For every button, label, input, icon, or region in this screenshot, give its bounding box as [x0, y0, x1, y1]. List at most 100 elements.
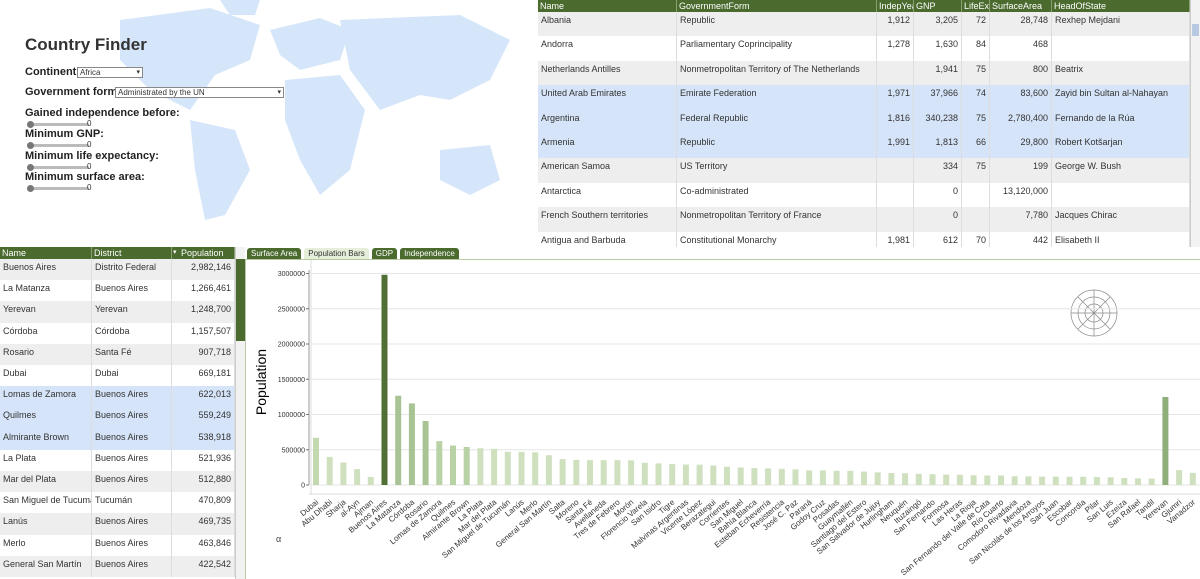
- table-row[interactable]: General San Martín Buenos Aires 422,542: [0, 555, 235, 577]
- continent-select[interactable]: Africa ▾: [77, 67, 143, 78]
- table-cell: Yerevan: [0, 301, 92, 323]
- y-axis-label: Population: [253, 349, 269, 415]
- world-map: [120, 0, 510, 220]
- table-row[interactable]: Dubai Dubai 669,181: [0, 365, 235, 387]
- bar: [545, 455, 552, 485]
- table-row[interactable]: Quilmes Buenos Aires 559,249: [0, 407, 235, 429]
- column-header[interactable]: LifeExp: [962, 0, 990, 12]
- slider-knob[interactable]: [27, 142, 34, 150]
- column-header[interactable]: GNP: [914, 0, 962, 12]
- slider-knob[interactable]: [27, 163, 34, 171]
- bar: [1148, 478, 1155, 485]
- slider-track[interactable]: [27, 165, 89, 169]
- bar: [587, 460, 593, 485]
- table-row[interactable]: Argentina Federal Republic 1,816 340,238 75 2…: [538, 109, 1190, 134]
- table-row[interactable]: La Plata Buenos Aires 521,936: [0, 449, 235, 471]
- scroll-thumb[interactable]: [1192, 24, 1199, 36]
- table-cell: Lanús: [0, 513, 92, 535]
- table-row[interactable]: Merlo Buenos Aires 463,846: [0, 534, 235, 556]
- column-header[interactable]: SurfaceArea: [990, 0, 1052, 12]
- slider-knob[interactable]: [27, 184, 34, 192]
- table-cell: 470,809: [172, 492, 235, 514]
- table-cell: 1,266,461: [172, 280, 235, 302]
- bar: [970, 475, 977, 485]
- table-cell: Tucumán: [92, 492, 172, 514]
- table-cell: 37,966: [914, 85, 962, 110]
- slider-track[interactable]: [27, 123, 89, 126]
- table-row[interactable]: Albania Republic 1,912 3,205 72 28,748 Rexhep …: [538, 12, 1190, 37]
- column-header[interactable]: HeadOfState: [1052, 0, 1190, 12]
- bar: [1121, 477, 1128, 485]
- column-header[interactable]: IndepYea: [877, 0, 914, 12]
- bar: [381, 274, 388, 485]
- table-cell: 72: [962, 12, 990, 37]
- table-cell: Armenia: [538, 134, 677, 159]
- bar: [628, 460, 635, 485]
- table-row[interactable]: Lanús Buenos Aires 469,735: [0, 513, 235, 535]
- table-row[interactable]: French Southern territories Nonmetropolit…: [538, 207, 1190, 232]
- table-cell: 28,748: [990, 12, 1052, 37]
- column-header[interactable]: Population: [172, 247, 235, 259]
- table-cell: Robert Kotšarjan: [1052, 134, 1190, 159]
- table-cell: 463,846: [172, 534, 235, 556]
- tab[interactable]: GDP: [371, 248, 398, 259]
- table-row[interactable]: Córdoba Córdoba 1,157,507: [0, 322, 235, 344]
- bar: [655, 463, 662, 485]
- table-row[interactable]: San Miguel de Tucumán Tucumán 470,809: [0, 492, 235, 514]
- table-row[interactable]: Andorra Parliamentary Coprincipality 1,278…: [538, 36, 1190, 61]
- table-row[interactable]: Mar del Plata Buenos Aires 512,880: [0, 471, 235, 493]
- column-header[interactable]: District: [92, 247, 172, 259]
- table-cell: 1,248,700: [172, 301, 235, 323]
- table-cell: Nonmetropolitan Territory of France: [677, 207, 877, 232]
- table-cell: 1,630: [914, 36, 962, 61]
- tab[interactable]: Independence: [400, 248, 459, 259]
- table-cell: Republic: [677, 134, 877, 159]
- table-cell: Buenos Aires: [92, 449, 172, 471]
- bar: [696, 464, 703, 485]
- table-cell: Quilmes: [0, 407, 92, 429]
- column-header[interactable]: Name: [0, 247, 92, 259]
- table-cell: Buenos Aires: [92, 534, 172, 556]
- table-cell: Almirante Brown: [0, 428, 92, 450]
- table-cell: 1,278: [877, 36, 914, 61]
- table-row[interactable]: Antigua and Barbuda Constitutional Monarc…: [538, 231, 1190, 247]
- table-cell: 612: [914, 231, 962, 247]
- table-cell: Fernando de la Rúa: [1052, 109, 1190, 134]
- table-cell: Netherlands Antilles: [538, 60, 677, 86]
- table-row[interactable]: La Matanza Buenos Aires 1,266,461: [0, 280, 235, 302]
- table-cell: Buenos Aires: [92, 555, 172, 577]
- table-row[interactable]: Buenos Aires Distrito Federal 2,982,146: [0, 259, 235, 281]
- table-row[interactable]: Netherlands Antilles Nonmetropolitan Terr…: [538, 60, 1190, 86]
- table-row[interactable]: Almirante Brown Buenos Aires 538,918: [0, 428, 235, 450]
- tab[interactable]: Surface Area: [247, 248, 302, 259]
- table-cell: Albania: [538, 12, 677, 37]
- table-cell: 512,880: [172, 471, 235, 493]
- slider-knob[interactable]: [27, 121, 34, 128]
- column-header[interactable]: Name: [538, 0, 677, 12]
- scrollbar[interactable]: [1190, 0, 1200, 247]
- table-cell: Buenos Aires: [92, 513, 172, 535]
- table-cell: [962, 207, 990, 232]
- slider-track[interactable]: [27, 144, 89, 148]
- table-row[interactable]: Antarctica Co-administrated 0 13,120,000: [538, 182, 1190, 208]
- bar: [998, 475, 1004, 485]
- table-row[interactable]: Lomas de Zamora Buenos Aires 622,013: [0, 386, 235, 408]
- table-row[interactable]: Yerevan Yerevan 1,248,700: [0, 301, 235, 323]
- slider-track[interactable]: [27, 186, 89, 190]
- table-row[interactable]: United Arab Emirates Emirate Federation 1,…: [538, 85, 1190, 110]
- government-select[interactable]: Administrated by the UN ▾: [115, 87, 284, 98]
- column-header[interactable]: GovernmentForm: [677, 0, 877, 12]
- tab[interactable]: Population Bars: [304, 248, 369, 259]
- scrollbar[interactable]: [235, 247, 245, 579]
- table-row[interactable]: Armenia Republic 1,991 1,813 66 29,800 Robert …: [538, 134, 1190, 159]
- table-cell: Jacques Chirac: [1052, 207, 1190, 232]
- table-row[interactable]: Rosario Santa Fé 907,718: [0, 343, 235, 365]
- scroll-thumb[interactable]: [236, 259, 245, 341]
- bar: [915, 473, 922, 485]
- table-cell: 1,991: [877, 134, 914, 159]
- table-cell: [962, 182, 990, 208]
- table-cell: 75: [962, 158, 990, 183]
- table-row[interactable]: American Samoa US Territory 334 75 199 George…: [538, 158, 1190, 183]
- table-cell: [877, 182, 914, 208]
